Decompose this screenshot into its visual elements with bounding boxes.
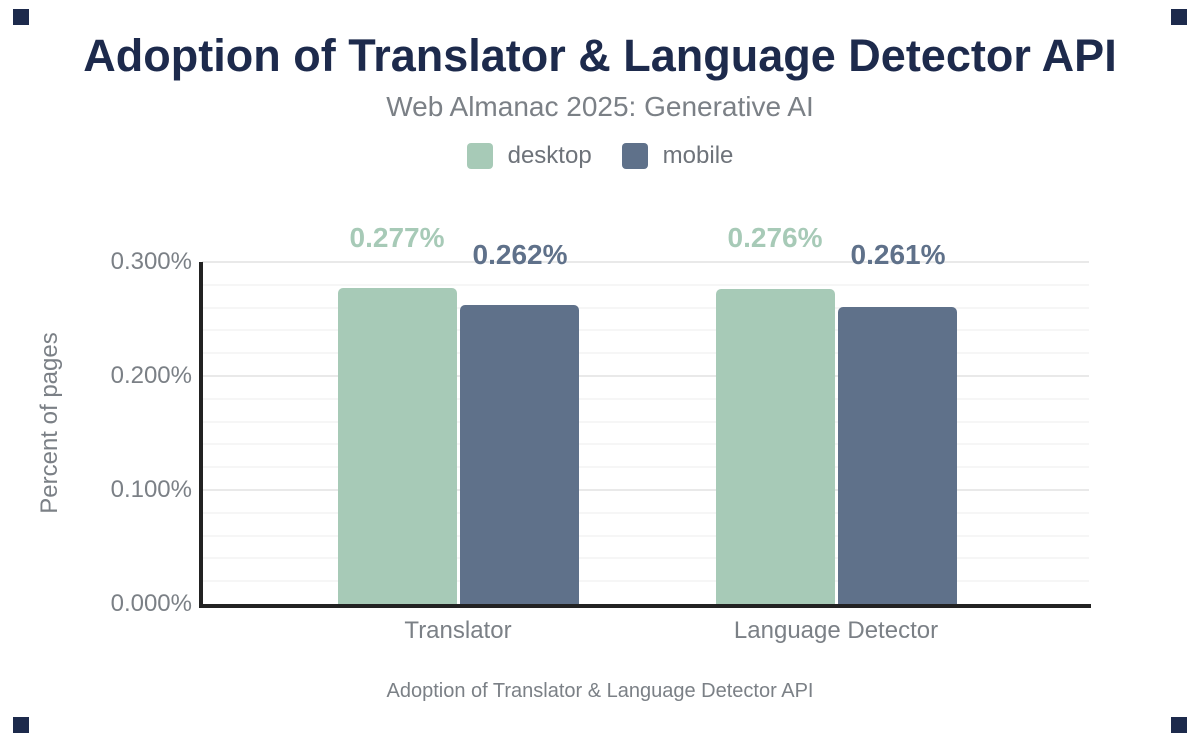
- y-axis-title: Percent of pages: [36, 332, 63, 514]
- gridline-minor: [202, 443, 1089, 446]
- chart-subtitle: Web Almanac 2025: Generative AI: [386, 91, 814, 122]
- corner-mark-top-right: [1171, 9, 1187, 25]
- gridline-minor: [202, 397, 1089, 400]
- value-label-desktop-language-detector: 0.276%: [727, 222, 823, 253]
- gridline-minor: [202, 511, 1089, 514]
- gridline-major: [202, 489, 1089, 491]
- bar-mobile-language-detector[interactable]: [838, 306, 957, 604]
- gridline-minor: [202, 329, 1089, 332]
- y-tick-label-0100: 0.100%: [110, 476, 192, 503]
- legend-label-desktop: desktop: [507, 142, 592, 169]
- x-axis-caption: Adoption of Translator & Language Detect…: [386, 680, 814, 702]
- bar-group-translator: [338, 288, 579, 604]
- gridline-major: [202, 375, 1089, 377]
- gridline-minor: [202, 466, 1089, 469]
- chart-title: Adoption of Translator & Language Detect…: [83, 30, 1117, 81]
- y-tick-label-0000: 0.000%: [110, 590, 192, 617]
- category-label-translator: Translator: [404, 617, 512, 644]
- y-axis-line: [199, 262, 203, 608]
- x-axis-line: [199, 604, 1091, 608]
- corner-mark-bottom-right: [1171, 717, 1187, 733]
- gridline-minor: [202, 580, 1089, 583]
- bar-mobile-translator[interactable]: [460, 305, 579, 604]
- gridline-major: [202, 261, 1089, 263]
- legend-item-mobile[interactable]: mobile: [621, 142, 734, 170]
- bar-desktop-translator[interactable]: [338, 288, 457, 604]
- bar-group-language-detector: [716, 289, 957, 604]
- corner-mark-bottom-left: [13, 717, 29, 733]
- gridline-minor: [202, 306, 1089, 309]
- plot-area: [202, 261, 1089, 604]
- y-tick-label-0200: 0.200%: [110, 362, 192, 389]
- legend-item-desktop[interactable]: desktop: [466, 142, 592, 170]
- y-tick-label-0300: 0.300%: [110, 248, 192, 275]
- category-label-language-detector: Language Detector: [733, 617, 939, 644]
- value-label-mobile-translator: 0.262%: [472, 239, 568, 270]
- corner-mark-top-left: [13, 9, 29, 25]
- value-label-mobile-language-detector: 0.261%: [850, 239, 946, 270]
- value-label-desktop-translator: 0.277%: [349, 222, 445, 253]
- bar-desktop-language-detector[interactable]: [716, 289, 835, 604]
- gridline-minor: [202, 534, 1089, 537]
- gridline-minor: [202, 420, 1089, 423]
- mobile-series-swatch-icon: [621, 143, 648, 169]
- legend: desktop mobile: [0, 140, 1200, 172]
- legend-label-mobile: mobile: [662, 142, 734, 169]
- gridline-minor: [202, 557, 1089, 560]
- gridline-minor: [202, 283, 1089, 286]
- gridline-minor: [202, 352, 1089, 355]
- desktop-series-swatch-icon: [466, 143, 493, 169]
